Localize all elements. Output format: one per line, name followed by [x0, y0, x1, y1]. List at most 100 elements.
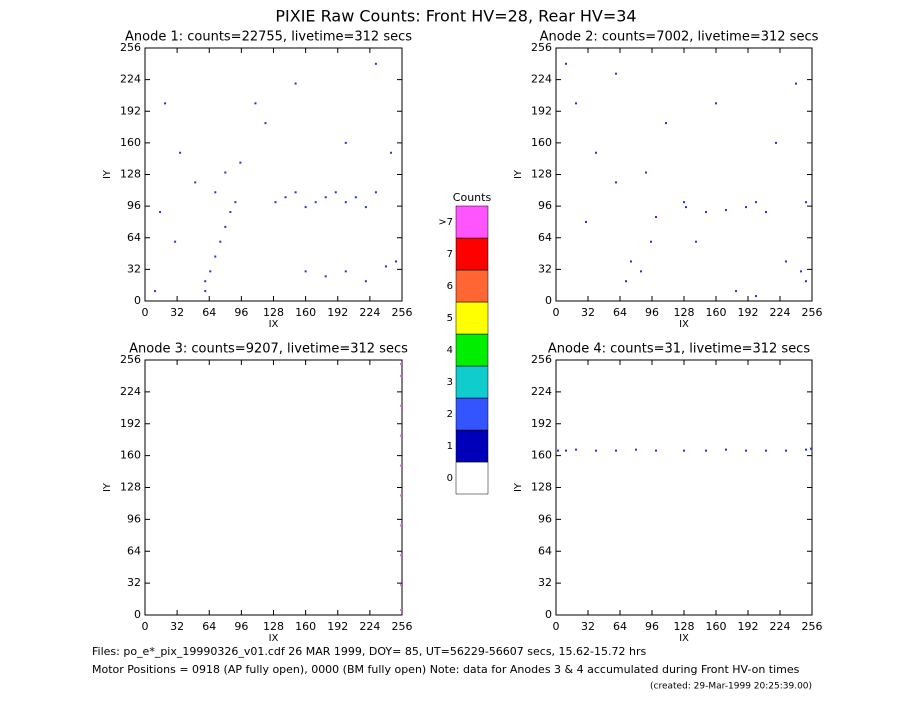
count-pixel — [595, 151, 597, 154]
count-pixel — [294, 191, 297, 194]
colorbar-swatch — [455, 461, 489, 495]
count-pixel — [224, 225, 227, 228]
x-tick-label: 160 — [706, 306, 727, 319]
x-tick-label: 192 — [327, 306, 348, 319]
count-pixel — [154, 290, 157, 293]
count-pixel — [344, 141, 347, 144]
count-pixel — [615, 181, 617, 184]
count-pixel — [399, 609, 402, 612]
colorbar-label: 7 — [447, 249, 453, 260]
count-pixel — [785, 449, 787, 452]
plot-frame — [555, 359, 813, 616]
y-tick-label: 32 — [538, 262, 552, 275]
colorbar-swatch — [455, 429, 489, 463]
x-tick-label: 64 — [202, 306, 216, 319]
count-pixel — [705, 449, 707, 452]
count-pixel — [399, 362, 402, 365]
count-pixel — [725, 209, 727, 212]
x-tick-label: 96 — [234, 306, 248, 319]
x-tick-label: 128 — [263, 306, 284, 319]
panel-title: Anode 3: counts=9207, livetime=312 secs — [129, 342, 408, 357]
y-tick-label: 256 — [120, 41, 141, 54]
count-pixel — [805, 280, 807, 283]
count-pixel — [229, 211, 232, 214]
colorbar-title: Counts — [453, 191, 492, 204]
y-axis-label: IY — [513, 482, 524, 492]
y-axis-label: IY — [102, 169, 113, 179]
x-tick-label: 256 — [392, 620, 413, 633]
plot-frame — [555, 47, 813, 302]
count-pixel — [765, 449, 767, 452]
y-tick-label: 192 — [531, 417, 552, 430]
x-tick-label: 256 — [392, 306, 413, 319]
y-tick-label: 160 — [531, 136, 552, 149]
count-pixel — [159, 211, 162, 214]
count-pixel — [635, 448, 637, 451]
count-pixel — [805, 201, 807, 204]
count-pixel — [565, 449, 567, 452]
count-pixel — [795, 82, 797, 85]
y-tick-label: 128 — [531, 168, 552, 181]
count-pixel — [344, 270, 347, 273]
y-tick-label: 256 — [531, 41, 552, 54]
count-pixel — [800, 270, 802, 273]
y-tick-label: 224 — [531, 385, 552, 398]
y-tick-label: 192 — [531, 104, 552, 117]
colorbar-swatch — [455, 301, 489, 335]
motor-note: Motor Positions = 0918 (AP fully open), … — [92, 663, 800, 676]
count-pixel — [715, 102, 717, 105]
count-pixel — [683, 449, 685, 452]
y-tick-label: 224 — [120, 73, 141, 86]
colorbar-swatch — [455, 365, 489, 399]
count-pixel — [174, 240, 177, 243]
count-pixel — [695, 240, 697, 243]
count-pixel — [650, 240, 652, 243]
count-pixel — [264, 122, 267, 125]
count-pixel — [304, 206, 307, 209]
count-pixel — [655, 449, 657, 452]
count-pixel — [685, 206, 687, 209]
count-pixel — [344, 201, 347, 204]
x-tick-label: 128 — [674, 306, 695, 319]
count-pixel — [725, 448, 727, 451]
y-tick-label: 64 — [127, 544, 141, 557]
colorbar-label: 6 — [447, 281, 453, 292]
count-pixel — [399, 584, 402, 587]
x-tick-label: 0 — [142, 620, 149, 633]
colorbar-label: 3 — [447, 377, 453, 388]
x-tick-label: 32 — [170, 306, 184, 319]
count-pixel — [234, 201, 237, 204]
count-pixel — [705, 211, 707, 214]
count-pixel — [304, 270, 307, 273]
count-pixel — [374, 191, 377, 194]
y-tick-label: 96 — [538, 199, 552, 212]
x-axis-label: IX — [679, 633, 689, 644]
x-tick-label: 0 — [553, 306, 560, 319]
count-pixel — [615, 449, 617, 452]
count-pixel — [239, 161, 242, 164]
count-pixel — [274, 201, 277, 204]
count-pixel — [683, 201, 685, 204]
plot-frame — [144, 47, 403, 302]
count-pixel — [364, 206, 367, 209]
y-tick-label: 224 — [531, 73, 552, 86]
count-pixel — [735, 290, 737, 293]
count-pixel — [204, 280, 207, 283]
count-pixel — [224, 171, 227, 174]
colorbar-swatch — [455, 269, 489, 303]
colorbar-label: 0 — [447, 473, 453, 484]
y-tick-label: 160 — [531, 449, 552, 462]
count-pixel — [294, 82, 297, 85]
x-tick-label: 128 — [674, 620, 695, 633]
count-pixel — [765, 211, 767, 214]
x-axis-label: IX — [679, 319, 689, 330]
y-axis-label: IY — [513, 169, 524, 179]
count-pixel — [810, 447, 812, 450]
count-pixel — [775, 141, 777, 144]
count-pixel — [745, 449, 747, 452]
count-pixel — [364, 280, 367, 283]
count-pixel — [665, 122, 667, 125]
count-pixel — [399, 374, 402, 377]
count-pixel — [214, 255, 217, 258]
y-tick-label: 128 — [120, 481, 141, 494]
